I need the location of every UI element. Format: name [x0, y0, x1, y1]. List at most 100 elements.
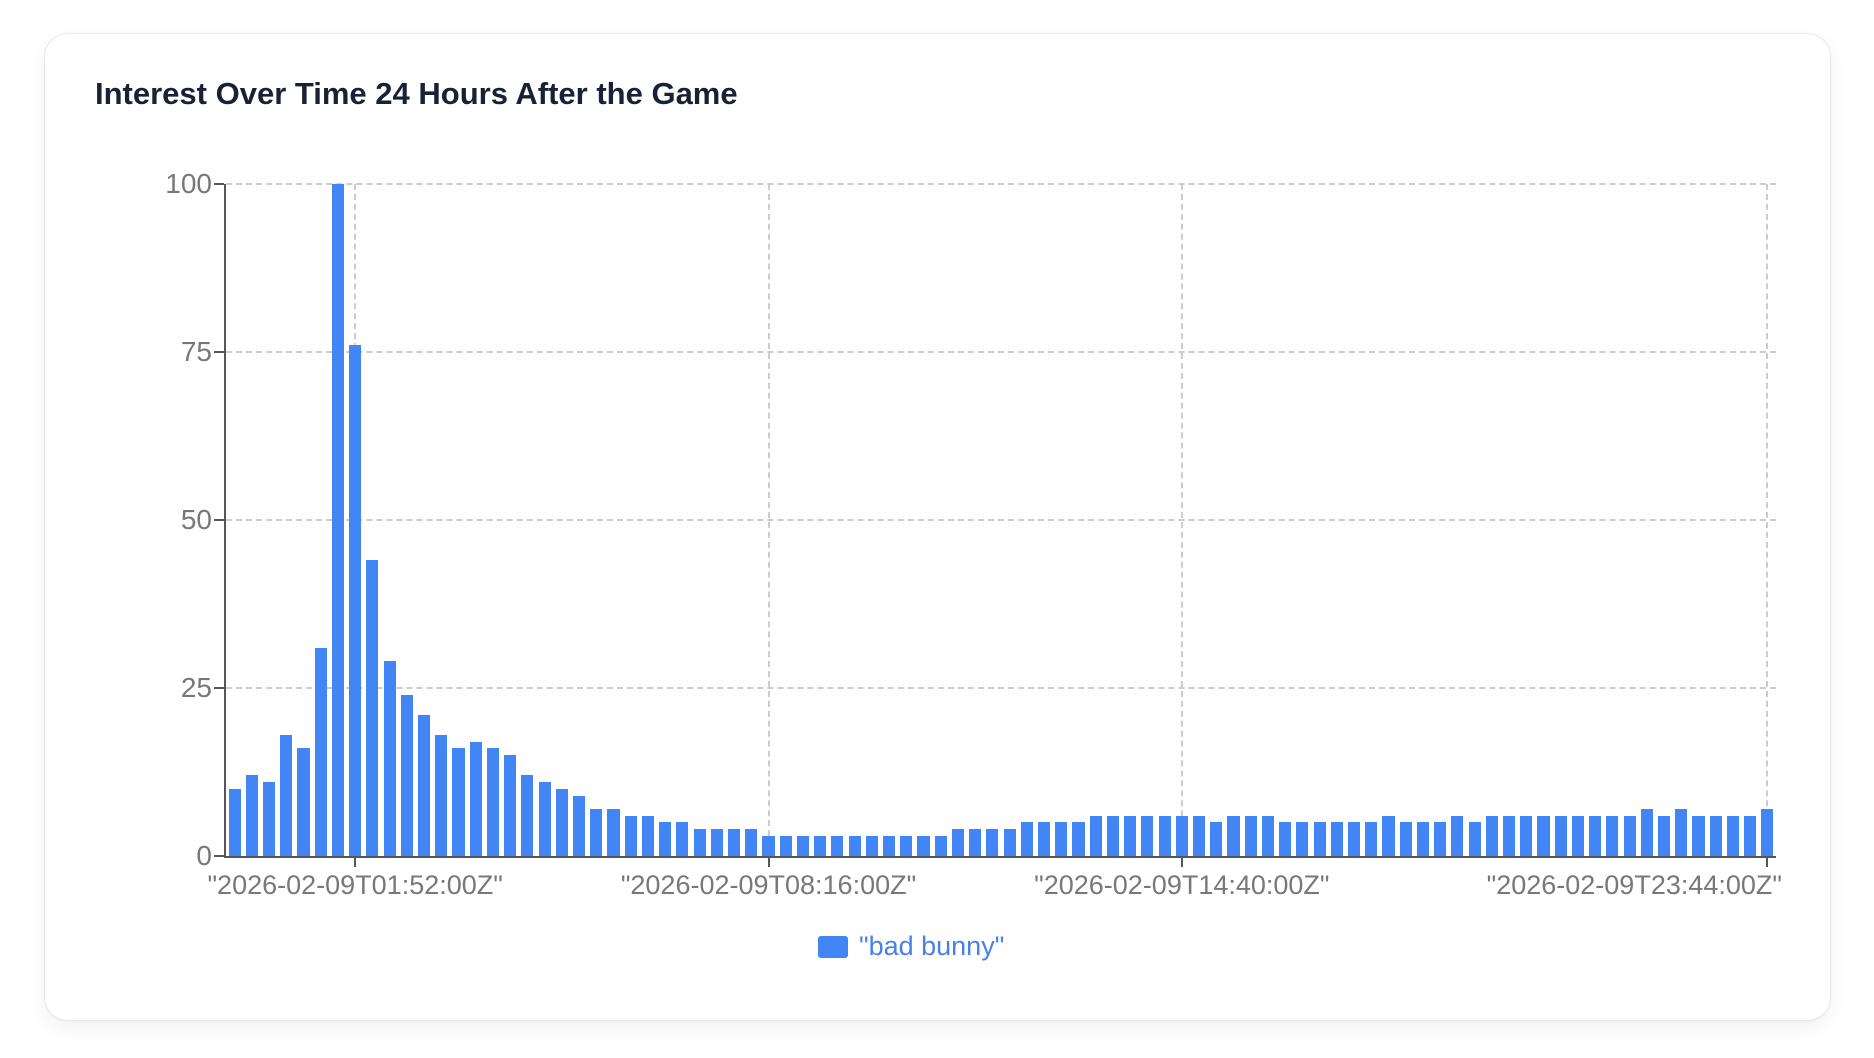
bar	[951, 829, 964, 856]
bar	[1658, 815, 1671, 856]
bar	[400, 694, 413, 856]
bar	[263, 782, 276, 856]
bar	[469, 741, 482, 856]
x-axis-tick	[1766, 858, 1769, 867]
bar	[1744, 815, 1757, 856]
bar	[1089, 815, 1102, 856]
bar	[624, 815, 637, 856]
bar	[383, 661, 396, 856]
bar	[1554, 815, 1567, 856]
bar	[745, 829, 758, 856]
bar	[1434, 822, 1447, 856]
chart-title: Interest Over Time 24 Hours After the Ga…	[95, 76, 738, 111]
bar	[521, 775, 534, 856]
x-axis-label: "2026-02-09T01:52:00Z"	[207, 870, 503, 900]
bar	[762, 835, 775, 856]
bar	[349, 345, 362, 856]
bar	[228, 788, 241, 856]
gridline-vertical	[1766, 184, 1769, 856]
bar	[1761, 808, 1774, 856]
bar	[1193, 815, 1206, 856]
bar	[779, 835, 792, 856]
bar	[934, 835, 947, 856]
x-axis-tick	[1180, 858, 1183, 867]
bar	[917, 835, 930, 856]
bar	[1451, 815, 1464, 856]
bar	[676, 822, 689, 856]
bar	[1020, 822, 1033, 856]
gridline-vertical	[1180, 184, 1183, 856]
bar	[435, 735, 448, 856]
bar	[1520, 815, 1533, 856]
x-axis-tick	[767, 858, 770, 867]
bar	[710, 829, 723, 856]
bar	[865, 835, 878, 856]
bar	[1537, 815, 1550, 856]
chart-legend[interactable]: "bad bunny"	[818, 933, 1004, 960]
bar	[900, 835, 913, 856]
bar	[1003, 829, 1016, 856]
bar	[1313, 822, 1326, 856]
bar	[607, 808, 620, 856]
gridline-vertical	[767, 184, 770, 856]
bar	[1106, 815, 1119, 856]
bar	[1158, 815, 1171, 856]
bar	[1055, 822, 1068, 856]
bar	[314, 647, 327, 856]
bar	[1072, 822, 1085, 856]
bar	[1141, 815, 1154, 856]
bar	[1279, 822, 1292, 856]
gridline-horizontal	[226, 351, 1776, 353]
bar	[1709, 815, 1722, 856]
x-axis-label: "2026-02-09T14:40:00Z"	[1034, 870, 1330, 900]
y-axis-tick	[214, 687, 224, 689]
bar	[1606, 815, 1619, 856]
bar	[297, 748, 310, 856]
bar	[573, 795, 586, 856]
bar	[831, 835, 844, 856]
bar	[538, 782, 551, 856]
gridline-horizontal	[226, 519, 1776, 521]
y-axis-label: 25	[180, 672, 212, 703]
legend-swatch-icon	[818, 935, 848, 958]
bar	[1348, 822, 1361, 856]
y-axis-tick	[214, 351, 224, 353]
bar	[1382, 815, 1395, 856]
bar	[814, 835, 827, 856]
bar	[555, 788, 568, 856]
bar	[1399, 822, 1412, 856]
bar	[1261, 815, 1274, 856]
y-axis-label: 50	[180, 504, 212, 535]
y-axis-tick	[214, 855, 224, 857]
bar	[848, 835, 861, 856]
x-axis-label: "2026-02-09T23:44:00Z"	[1486, 870, 1782, 900]
bar	[1244, 815, 1257, 856]
bar	[1296, 822, 1309, 856]
bar	[1038, 822, 1051, 856]
bar	[1692, 815, 1705, 856]
y-axis-label: 75	[180, 336, 212, 367]
bar	[641, 815, 654, 856]
bar	[486, 748, 499, 856]
y-axis-line	[224, 184, 226, 856]
bar	[1623, 815, 1636, 856]
y-axis-label: 0	[196, 840, 212, 871]
bar	[366, 560, 379, 856]
bar	[504, 755, 517, 856]
bar	[1571, 815, 1584, 856]
bar	[1485, 815, 1498, 856]
bar	[1365, 822, 1378, 856]
bar	[796, 835, 809, 856]
bar	[969, 829, 982, 856]
x-axis-tick	[354, 858, 357, 867]
bar	[280, 735, 293, 856]
y-axis-tick	[214, 183, 224, 185]
bar	[728, 829, 741, 856]
bar	[659, 822, 672, 856]
legend-series-label: "bad bunny"	[859, 931, 1005, 961]
bar	[418, 714, 431, 856]
bar	[1503, 815, 1516, 856]
bar	[1589, 815, 1602, 856]
bar	[1726, 815, 1739, 856]
